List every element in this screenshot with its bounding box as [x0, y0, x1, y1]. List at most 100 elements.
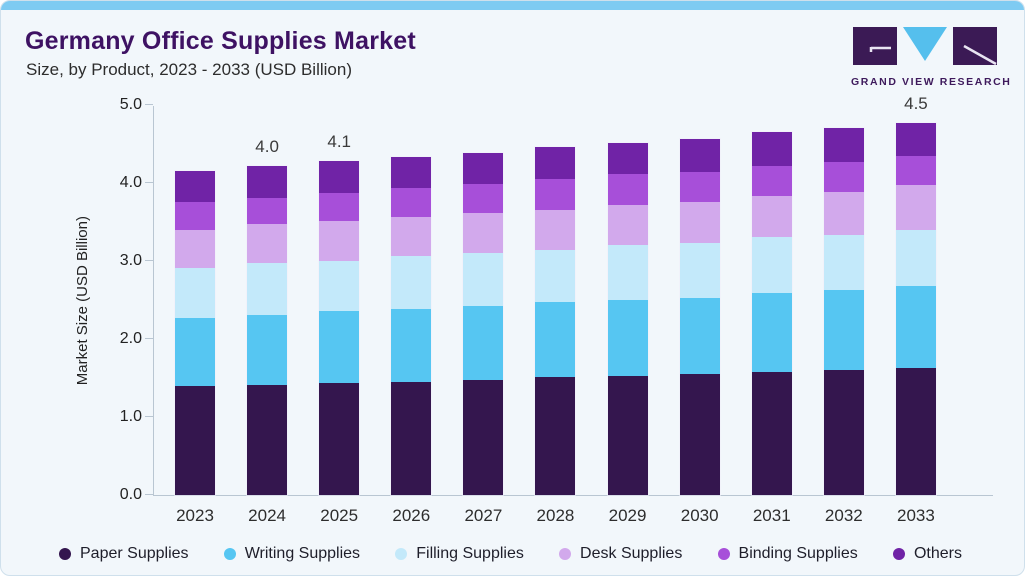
y-tick-label: 3.0 — [119, 252, 142, 269]
y-tick-mark — [145, 416, 153, 417]
bar-column: 2028 — [534, 106, 577, 525]
bar-segment — [175, 317, 215, 386]
y-tick-label: 2.0 — [119, 330, 142, 347]
bar-column: 2029 — [606, 106, 649, 525]
legend-dot-icon — [395, 548, 408, 560]
legend-label: Paper Supplies — [80, 545, 189, 562]
x-axis-label: 2030 — [680, 506, 719, 525]
bar-segment — [535, 250, 576, 303]
bar-segment — [535, 302, 576, 378]
bar-segment — [535, 377, 576, 495]
bar-segment — [679, 172, 720, 202]
bar-segment — [319, 310, 360, 384]
legend-label: Filling Supplies — [416, 545, 524, 562]
bar-column: 4.1 2025 — [318, 106, 361, 525]
bar-stack — [750, 131, 793, 496]
grand-view-research-logo: GRAND VIEW RESEARCH — [851, 25, 1012, 88]
y-tick-mark — [145, 338, 153, 339]
legend-label: Writing Supplies — [244, 545, 361, 562]
gvr-logo-icon — [853, 27, 997, 66]
bar-stack — [174, 170, 216, 496]
bar-segment — [391, 187, 432, 218]
bar-segment — [463, 213, 504, 254]
bar-segment — [607, 143, 648, 175]
y-tick-label: 5.0 — [119, 96, 142, 113]
bar-segment — [751, 165, 792, 197]
bar-segment — [247, 263, 288, 315]
bar-stack — [894, 122, 937, 496]
legend-item: Writing Supplies — [223, 545, 361, 563]
x-axis-label: 2031 — [752, 506, 791, 525]
legend-dot-icon — [559, 548, 572, 560]
y-tick-label: 1.0 — [119, 408, 142, 425]
bar-segment — [751, 132, 792, 166]
bar-segment — [463, 306, 504, 380]
bar-stack — [246, 164, 289, 497]
legend-label: Binding Supplies — [738, 545, 858, 562]
bar-segment — [679, 243, 720, 298]
bar-segment — [679, 139, 720, 173]
bar-segment — [175, 171, 215, 202]
x-axis-label: 2026 — [392, 506, 431, 525]
bar-stack — [822, 127, 865, 496]
legend-label: Desk Supplies — [580, 545, 683, 562]
bar-segment — [247, 224, 288, 264]
bar-segment — [823, 370, 864, 495]
legend-dot-icon — [717, 548, 730, 560]
bar-segment — [391, 256, 432, 309]
legend-item: Desk Supplies — [559, 545, 682, 563]
bar-segment — [391, 217, 432, 257]
bar-segment — [607, 375, 648, 495]
y-tick-mark — [145, 182, 153, 183]
bar-segment — [319, 261, 360, 311]
bar-segment — [175, 268, 215, 318]
bar-stack — [462, 151, 505, 497]
bar-segment — [823, 235, 864, 290]
bar-segment — [895, 185, 936, 230]
bar-stack — [534, 146, 577, 496]
bar-value-label: 4.5 — [904, 93, 928, 113]
bar-stack — [678, 138, 721, 496]
legend-item: Filling Supplies — [395, 545, 524, 563]
logo-text: GRAND VIEW RESEARCH — [851, 76, 1012, 88]
bar-segment — [175, 385, 215, 495]
bar-segment — [319, 161, 360, 194]
legend-item: Binding Supplies — [717, 545, 858, 563]
bars-container: 2023 4.0 2024 4.1 2025 2026 2027 2028 2029 2030 20… — [154, 94, 993, 525]
bar-segment — [607, 174, 648, 205]
x-axis-label: 2032 — [824, 506, 863, 525]
y-tick-mark — [145, 104, 153, 105]
x-axis-label: 2024 — [248, 506, 287, 525]
bar-segment — [823, 192, 864, 236]
y-tick-label: 0.0 — [119, 486, 142, 503]
legend: Paper Supplies Writing Supplies Filling Su… — [59, 545, 962, 563]
bar-segment — [679, 297, 720, 375]
bar-stack — [318, 160, 361, 496]
x-axis-label: 2029 — [608, 506, 647, 525]
bar-segment — [463, 379, 504, 495]
bar-column: 2027 — [462, 106, 505, 525]
bar-segment — [175, 229, 215, 269]
bar-segment — [751, 196, 792, 237]
bar-segment — [247, 314, 288, 386]
bar-segment — [535, 147, 576, 180]
bar-segment — [895, 155, 936, 186]
bar-segment — [607, 244, 648, 301]
bar-segment — [535, 179, 576, 211]
bar-segment — [895, 367, 936, 495]
bar-segment — [751, 371, 792, 495]
bar-segment — [247, 165, 288, 198]
bar-segment — [175, 201, 215, 230]
bar-segment — [463, 253, 504, 307]
bar-column: 2026 — [390, 106, 433, 525]
page-title: Germany Office Supplies Market — [25, 27, 416, 55]
bar-segment — [823, 289, 864, 371]
bar-stack — [390, 156, 433, 496]
bar-column: 2030 — [678, 106, 721, 525]
bar-column: 4.0 2024 — [246, 106, 289, 525]
bar-segment — [391, 157, 432, 188]
y-tick-mark — [145, 494, 153, 495]
bar-column: 2031 — [750, 106, 793, 525]
x-axis-label: 2027 — [464, 506, 503, 525]
